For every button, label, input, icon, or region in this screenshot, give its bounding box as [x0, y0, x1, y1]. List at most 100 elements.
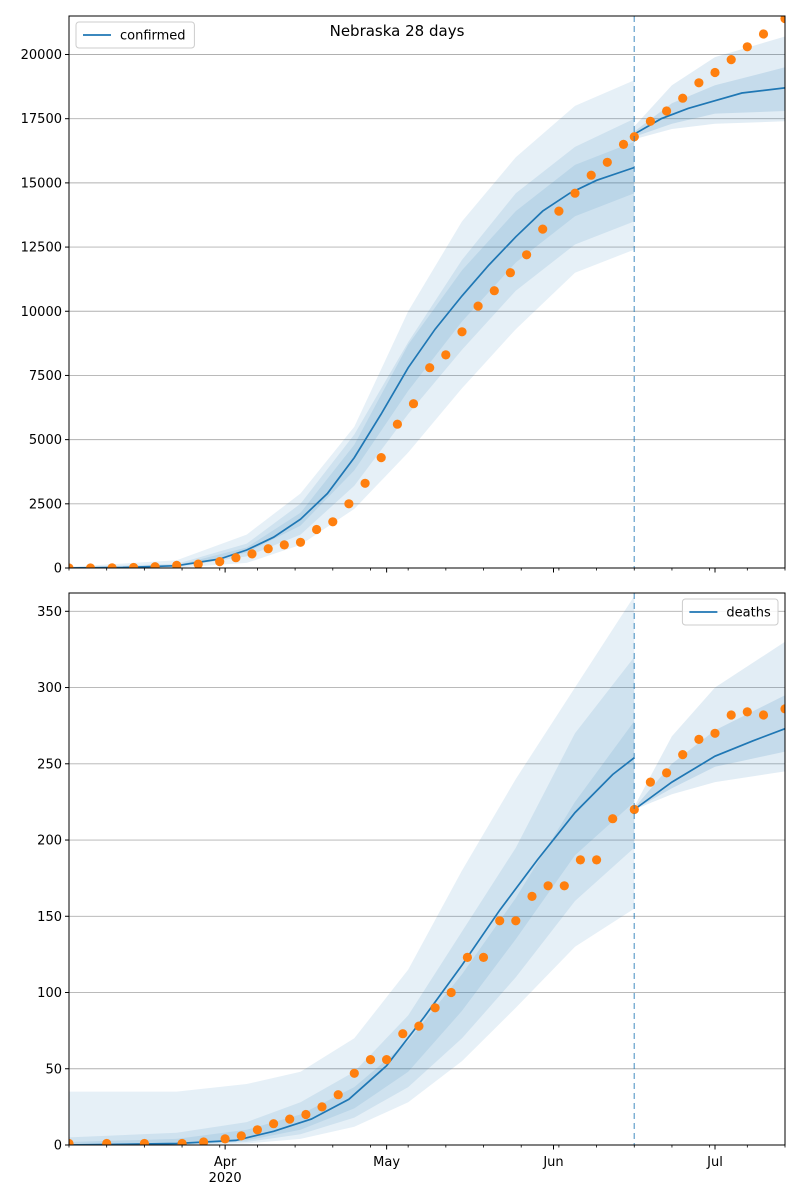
observed-point: [312, 524, 322, 535]
confidence-band-outer: [69, 80, 635, 568]
observed-point: [231, 553, 241, 563]
observed-point: [376, 453, 386, 463]
observed-point: [570, 188, 580, 198]
observed-point: [780, 16, 785, 24]
confidence-band-forecast-inner: [634, 695, 785, 810]
observed-point: [726, 55, 736, 65]
observed-point: [199, 1137, 209, 1145]
observed-point: [478, 952, 489, 963]
observed-point: [295, 537, 306, 547]
observed-point: [758, 710, 769, 720]
x-year-label: 2020: [209, 1171, 242, 1186]
confidence-band-middle: [69, 657, 635, 1145]
observed-point: [726, 710, 736, 720]
observed-point: [269, 1119, 279, 1129]
observed-point: [473, 301, 483, 311]
y-tick-label: 15000: [21, 176, 62, 191]
observed-point: [69, 1138, 74, 1145]
observed-point: [85, 563, 96, 568]
observed-point: [193, 559, 203, 568]
forecast-line: [633, 727, 785, 811]
observed-point: [365, 1055, 376, 1065]
observed-point: [425, 363, 435, 373]
forecast-line: [633, 87, 785, 135]
confidence-band-middle: [69, 118, 635, 568]
observed-point: [538, 224, 548, 234]
observed-point: [328, 517, 338, 527]
y-tick-label: 0: [54, 562, 62, 577]
y-tick-label: 50: [45, 1062, 62, 1077]
axes-frame: [68, 15, 786, 569]
observed-point: [220, 1134, 230, 1144]
observed-point: [511, 916, 521, 926]
observed-point: [215, 557, 225, 567]
observed-point: [457, 327, 467, 337]
observed-point: [780, 704, 785, 714]
y-tick-label: 200: [37, 834, 62, 849]
observed-point: [618, 139, 629, 149]
observed-point: [694, 78, 704, 88]
legend: deaths: [681, 598, 779, 626]
observed-point: [392, 419, 402, 429]
x-tick-label: Jun: [542, 1155, 563, 1170]
observed-point: [69, 563, 74, 568]
legend: confirmed: [75, 21, 195, 49]
y-tick-label: 300: [37, 681, 62, 696]
observed-point: [398, 1029, 408, 1039]
y-tick-label: 12500: [21, 241, 62, 256]
observed-point: [575, 855, 586, 865]
observed-point: [102, 1138, 112, 1145]
observed-point: [177, 1138, 187, 1145]
plot-area: [69, 16, 785, 568]
observed-point: [629, 804, 639, 815]
observed-point: [602, 157, 612, 167]
y-tick-label: 0: [54, 1139, 62, 1154]
observed-point: [662, 768, 672, 778]
observed-point: [285, 1114, 295, 1124]
deaths-chart-panel: 0 50 100 150 200 250 300 350 Apr May Jun Jul 2020 dea…: [37, 592, 786, 1186]
legend-label: deaths: [726, 606, 771, 621]
observed-point: [247, 549, 257, 559]
x-tick-label: May: [373, 1155, 400, 1170]
observed-point: [742, 42, 752, 52]
observed-point: [710, 67, 720, 78]
confidence-band-forecast-outer: [634, 641, 785, 810]
observed-point: [317, 1102, 327, 1112]
observed-point: [554, 206, 564, 216]
observed-point: [495, 916, 505, 926]
observed-point: [344, 499, 354, 509]
observed-point: [349, 1068, 359, 1078]
observed-point: [645, 777, 656, 787]
observed-point: [446, 987, 456, 998]
confidence-band-inner: [69, 141, 635, 568]
observed-point: [172, 560, 182, 568]
observed-point: [139, 1138, 149, 1145]
observed-point: [263, 544, 273, 554]
observed-point: [408, 399, 419, 409]
observed-point: [430, 1003, 440, 1013]
legend-label: confirmed: [120, 29, 186, 44]
observed-point: [527, 891, 537, 902]
plot-area: [69, 596, 785, 1145]
observed-point: [441, 350, 451, 360]
observed-point: [586, 170, 596, 180]
y-tick-label: 17500: [21, 112, 62, 127]
observed-point: [462, 952, 472, 963]
observed-point: [543, 881, 553, 891]
y-tick-label: 100: [37, 986, 62, 1001]
y-tick-label: 2500: [29, 497, 62, 512]
observed-point: [742, 707, 752, 717]
x-tick-label: Apr: [214, 1155, 237, 1170]
observed-point: [360, 478, 370, 488]
observed-point: [758, 29, 769, 39]
observed-point: [107, 563, 117, 568]
x-tick-label: Jul: [706, 1155, 723, 1170]
observed-point: [608, 814, 618, 824]
observed-point: [678, 93, 688, 103]
y-tick-label: 10000: [21, 305, 62, 320]
observed-point: [252, 1125, 262, 1135]
y-tick-label: 250: [37, 757, 62, 772]
observed-point: [662, 106, 672, 116]
legend-box: [681, 598, 779, 626]
